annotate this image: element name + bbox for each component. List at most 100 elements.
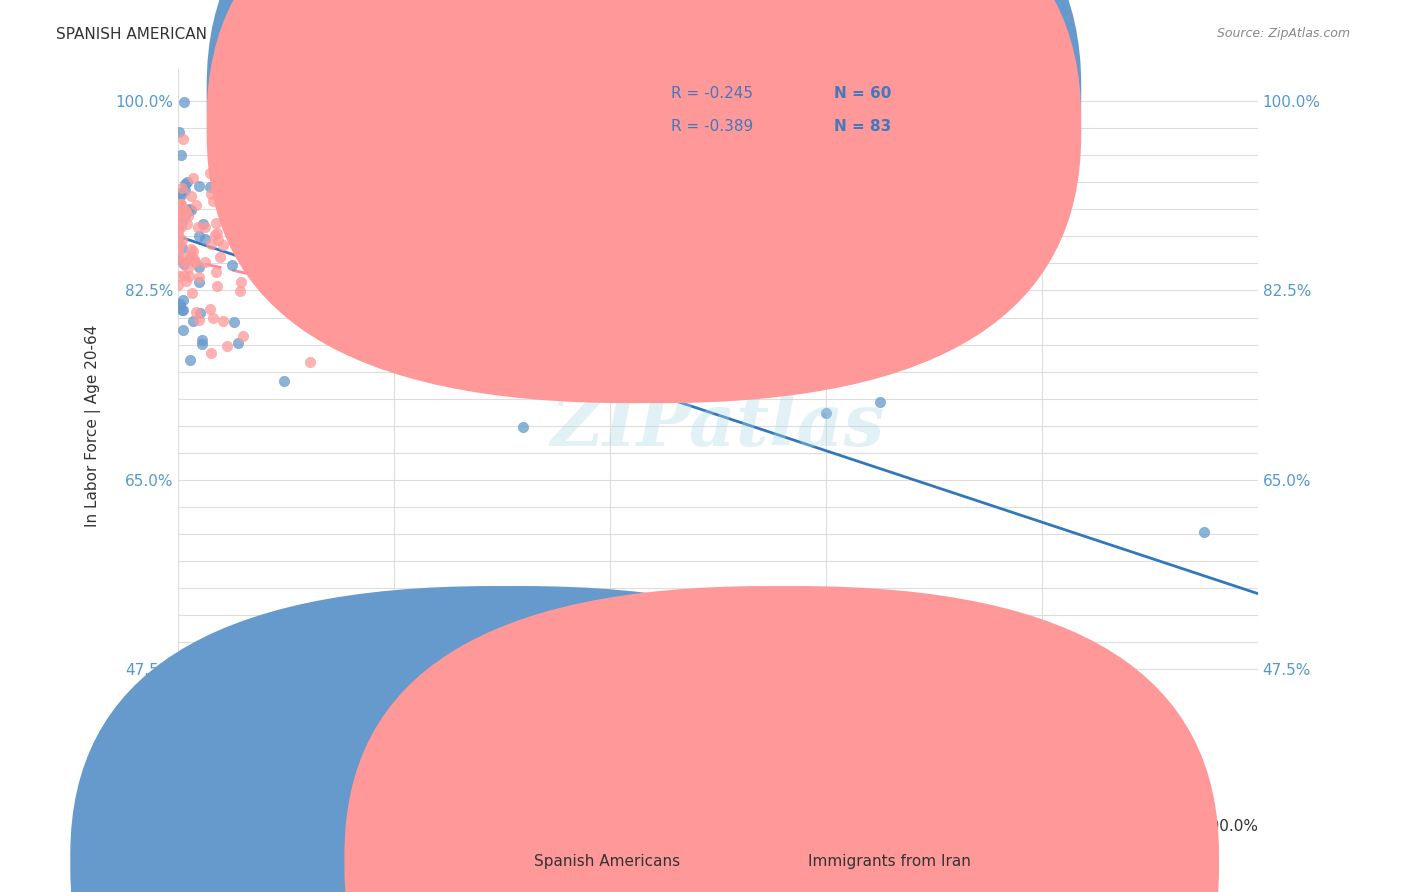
Point [181, 313, 204, 327]
Point [1192, 524, 1215, 539]
Point [187, 313, 209, 327]
Point [180, 250, 202, 264]
Point [221, 259, 243, 273]
Point [172, 293, 194, 308]
Point [167, 228, 190, 243]
Point [191, 333, 214, 347]
Point [191, 337, 214, 351]
Point [183, 252, 205, 266]
Point [284, 260, 307, 274]
Point [224, 194, 246, 209]
Point [172, 233, 194, 247]
Point [169, 219, 191, 234]
Point [170, 188, 193, 202]
Point [188, 228, 211, 243]
Point [181, 244, 204, 258]
Point [187, 178, 209, 193]
Point [283, 294, 305, 309]
Point [184, 305, 207, 319]
Text: 0.0%: 0.0% [179, 819, 217, 834]
Point [837, 370, 859, 384]
Point [167, 219, 190, 233]
Point [321, 212, 343, 227]
Point [179, 248, 201, 262]
Point [436, 83, 458, 97]
Point [470, 277, 492, 292]
Point [491, 366, 513, 380]
Point [512, 420, 534, 434]
Point [167, 268, 190, 283]
Point [257, 234, 280, 248]
Point [173, 95, 195, 110]
Point [180, 285, 202, 300]
Point [299, 354, 322, 368]
Point [200, 186, 222, 201]
Point [418, 278, 440, 293]
Point [170, 255, 193, 269]
Point [167, 244, 190, 258]
Text: N = 60: N = 60 [834, 87, 891, 101]
Point [198, 166, 221, 180]
Point [170, 197, 193, 211]
Point [229, 284, 252, 298]
Point [173, 268, 195, 283]
Point [247, 182, 270, 196]
Point [187, 276, 209, 290]
Point [217, 339, 239, 353]
Point [242, 247, 264, 261]
Point [181, 171, 204, 186]
Text: N = 83: N = 83 [834, 120, 891, 134]
Point [183, 253, 205, 268]
Point [224, 214, 246, 228]
Point [170, 181, 193, 195]
Point [273, 375, 295, 389]
Point [250, 236, 273, 251]
Point [231, 226, 253, 240]
Point [228, 335, 250, 350]
Point [167, 219, 190, 233]
Text: R = -0.245: R = -0.245 [671, 87, 752, 101]
Point [174, 274, 197, 288]
Point [170, 205, 193, 219]
Point [167, 197, 190, 211]
Point [188, 269, 211, 284]
Point [170, 148, 193, 162]
Point [322, 260, 344, 275]
Point [176, 176, 198, 190]
Point [167, 252, 190, 266]
Point [173, 178, 195, 192]
Text: ZIPatlas: ZIPatlas [551, 391, 884, 461]
Point [254, 271, 277, 285]
Point [170, 210, 193, 224]
Point [194, 232, 217, 246]
Point [167, 230, 190, 244]
Point [201, 194, 224, 209]
Point [194, 219, 217, 234]
Point [167, 225, 190, 239]
Point [179, 202, 201, 216]
Point [200, 236, 222, 251]
Point [205, 226, 228, 240]
Point [284, 306, 307, 320]
Point [212, 314, 235, 328]
Point [172, 303, 194, 318]
Point [172, 132, 194, 146]
Point [172, 323, 194, 337]
Point [180, 243, 202, 257]
Point [224, 315, 246, 329]
Point [172, 205, 194, 219]
Point [474, 293, 496, 308]
Point [205, 103, 228, 118]
Point [184, 255, 207, 269]
Point [167, 247, 190, 261]
Point [177, 209, 200, 223]
Point [167, 125, 190, 139]
Point [347, 244, 370, 258]
Point [174, 204, 197, 219]
Point [198, 302, 221, 317]
Point [245, 240, 267, 254]
Point [332, 238, 354, 252]
Point [169, 297, 191, 311]
Point [209, 250, 232, 264]
Point [188, 306, 211, 320]
